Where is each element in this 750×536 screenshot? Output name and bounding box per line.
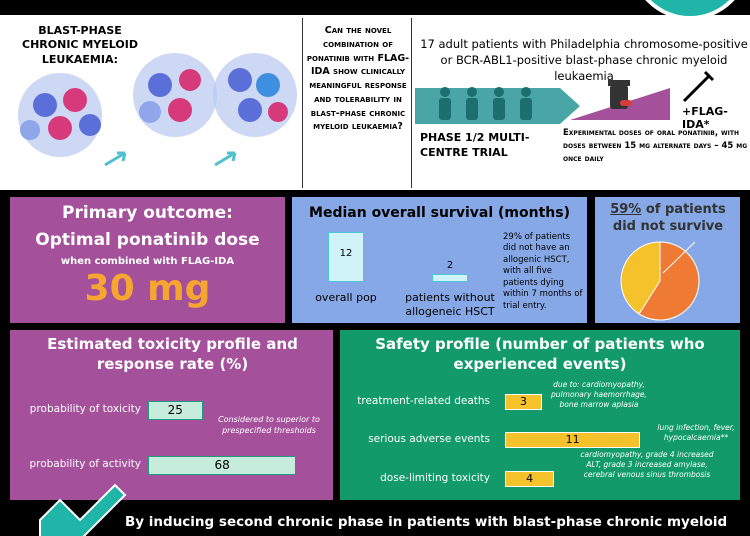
survival-note: 29% of patients did not have an allogeni… xyxy=(503,232,583,311)
toxicity-value: 68 xyxy=(214,458,230,472)
mortality-caption: of patients did not survive xyxy=(612,202,726,234)
safety-value: 3 xyxy=(519,395,527,408)
safety-category: dose-limiting toxicity xyxy=(380,472,490,484)
safety-note: cardiomyopathy, grade 4 increased ALT, g… xyxy=(580,450,714,480)
survival-category: patients without allogeneic HSCT xyxy=(405,291,495,319)
pie-slice xyxy=(638,241,700,321)
safety-bar xyxy=(505,394,542,410)
question-box xyxy=(302,18,412,188)
mortality-text: 59% of patients did not survive xyxy=(598,202,738,236)
toxicity-value: 25 xyxy=(167,403,183,417)
survival-value: 12 xyxy=(339,247,353,259)
safety-note: lung infection, fever, hypocalcaemia** xyxy=(657,423,735,443)
header-title: Blast-phase chronic myeloid leukaemia: xyxy=(22,24,138,66)
toxicity-category: probability of toxicity xyxy=(29,403,141,415)
safety-bar xyxy=(505,432,641,448)
footer-text: By inducing second chronic phase in pati… xyxy=(125,514,728,530)
safety-value: 4 xyxy=(526,472,534,485)
primary-note: when combined with FLAG-IDA xyxy=(60,256,235,267)
primary-subtitle: Optimal ponatinib dose xyxy=(35,230,260,250)
toxicity-bar xyxy=(148,401,203,420)
mortality-label: 59% xyxy=(610,202,642,217)
toxicity-title: Estimated toxicity profile and response … xyxy=(47,335,298,374)
safety-category: serious adverse events xyxy=(368,433,490,445)
safety-category: treatment-related deaths xyxy=(357,395,490,407)
safety-bar xyxy=(505,471,555,487)
question: Can the novel combination of ponatinib w… xyxy=(306,25,410,133)
regimen: +FLAG-IDA* xyxy=(682,105,728,131)
safety-title: Safety profile (number of patients who e… xyxy=(375,335,705,374)
survival-value: 2 xyxy=(446,259,454,271)
pie-pointer xyxy=(662,241,696,274)
check-icon xyxy=(39,483,127,536)
toxicity-bar xyxy=(148,456,297,475)
survival-title: Median overall survival (months) xyxy=(309,205,570,221)
survival-bar xyxy=(328,231,364,282)
doses: Experimental doses of oral ponatinib, wi… xyxy=(563,128,748,164)
cell-illustration xyxy=(18,53,297,167)
patients: 17 adult patients with Philadelphia chro… xyxy=(420,37,748,84)
trial: Phase 1/2 multi-centre trial xyxy=(420,131,530,160)
survival-category: overall pop xyxy=(315,291,377,304)
safety-note: due to: cardiomyopathy, pulmonary haemor… xyxy=(551,380,647,410)
logo-circle xyxy=(645,0,735,20)
primary-dose: 30 mg xyxy=(84,268,211,309)
safety-value: 11 xyxy=(565,433,580,446)
primary-title: Primary outcome: xyxy=(62,203,233,223)
survival-bar xyxy=(432,273,468,282)
toxicity-category: probability of activity xyxy=(29,458,141,470)
primary-panel xyxy=(10,197,285,323)
toxicity-note: Considered to superior to prespecified t… xyxy=(218,415,320,436)
trial-graphic xyxy=(415,70,715,124)
